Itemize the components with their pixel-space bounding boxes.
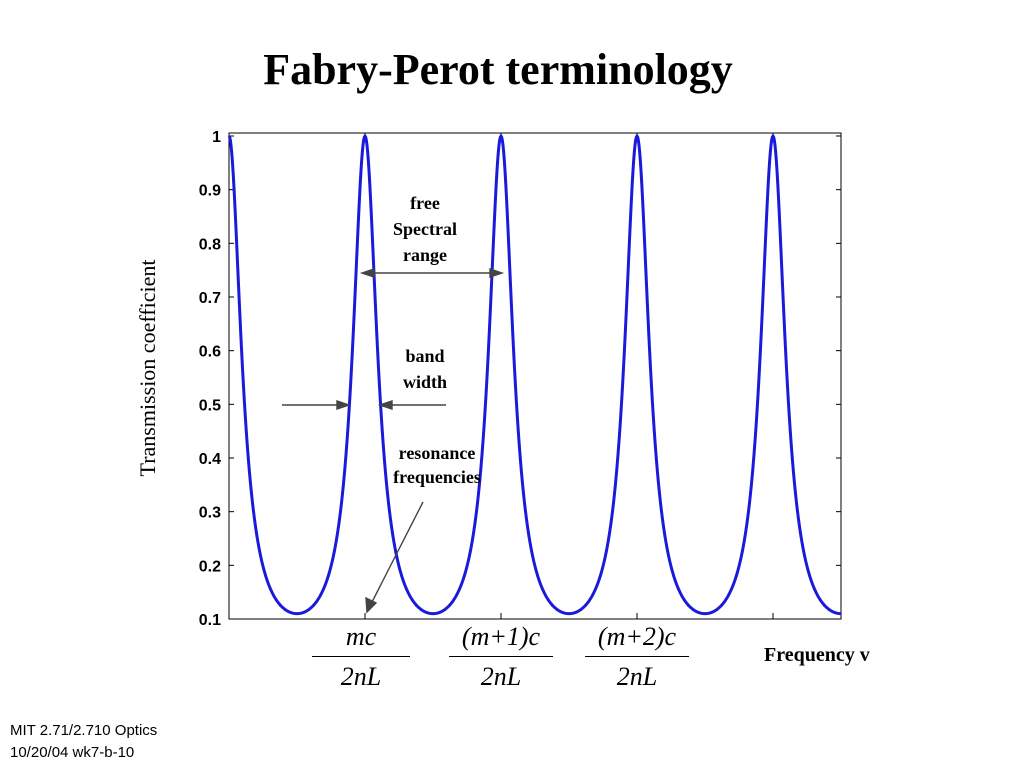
- fsr-arrowhead-right: [489, 268, 505, 278]
- annotation-arrows: [282, 268, 505, 614]
- footer-date: 10/20/04 wk7-b-10: [10, 744, 135, 761]
- resonance-label: resonance frequencies: [372, 441, 502, 489]
- xtick-label-m2c: (m+2)c 2nL: [579, 622, 695, 693]
- bandwidth-arrowhead-right: [377, 400, 393, 410]
- fraction-bar: [449, 656, 553, 657]
- resonance-arrow: [370, 501, 424, 605]
- slide-footer: MIT 2.71/2.710 Optics 10/20/04 wk7-b-10: [10, 720, 157, 764]
- xtick-denominator: 2nL: [616, 662, 658, 691]
- y-tick-label: 0.4: [199, 451, 221, 468]
- y-tick-label: 0.8: [199, 236, 221, 253]
- y-axis-label-text: Transmission coefficient: [135, 259, 160, 477]
- y-tick-label: 0.1: [199, 612, 221, 629]
- y-tick-label: 0.9: [199, 183, 221, 200]
- resonance-arrowhead: [365, 596, 378, 614]
- fsr-label-line: Spectral: [393, 219, 457, 239]
- y-tick-label: 1: [212, 129, 221, 146]
- resonance-label-line: frequencies: [393, 467, 481, 487]
- bandwidth-label: band width: [370, 343, 480, 395]
- fsr-label-line: free: [410, 193, 440, 213]
- xtick-label-mc: mc 2nL: [306, 622, 416, 693]
- xtick-denominator: 2nL: [340, 662, 382, 691]
- resonance-label-line: resonance: [398, 443, 476, 463]
- x-axis-label: Frequency v: [764, 644, 870, 666]
- fraction-bar: [585, 656, 689, 657]
- fraction-bar: [312, 656, 410, 657]
- fsr-arrowhead-left: [359, 268, 375, 278]
- bandwidth-arrowhead-left: [336, 400, 352, 410]
- y-axis: 0.1 0.2 0.3 0.4 0.5 0.6 0.7 0.8 0.9 1: [199, 129, 841, 629]
- xtick-numerator: mc: [345, 622, 377, 651]
- transmission-curve: [227, 133, 842, 616]
- bandwidth-label-line: width: [402, 372, 447, 392]
- fsr-label: free Spectral range: [370, 190, 480, 268]
- plot-frame: [228, 132, 842, 620]
- y-tick-label: 0.3: [199, 505, 221, 522]
- y-tick-label: 0.5: [199, 397, 221, 414]
- slide-title: Fabry-Perot terminology: [263, 45, 733, 94]
- xtick-numerator: (m+1)c: [461, 622, 541, 651]
- xtick-denominator: 2nL: [480, 662, 522, 691]
- y-tick-label: 0.6: [199, 344, 221, 361]
- bandwidth-label-line: band: [405, 346, 445, 366]
- fsr-label-line: range: [403, 245, 447, 265]
- xtick-label-m1c: (m+1)c 2nL: [443, 622, 559, 693]
- y-tick-label: 0.2: [199, 558, 221, 575]
- footer-course: MIT 2.71/2.710 Optics: [10, 722, 158, 739]
- y-tick-label: 0.7: [199, 290, 221, 307]
- xtick-numerator: (m+2)c: [597, 622, 677, 651]
